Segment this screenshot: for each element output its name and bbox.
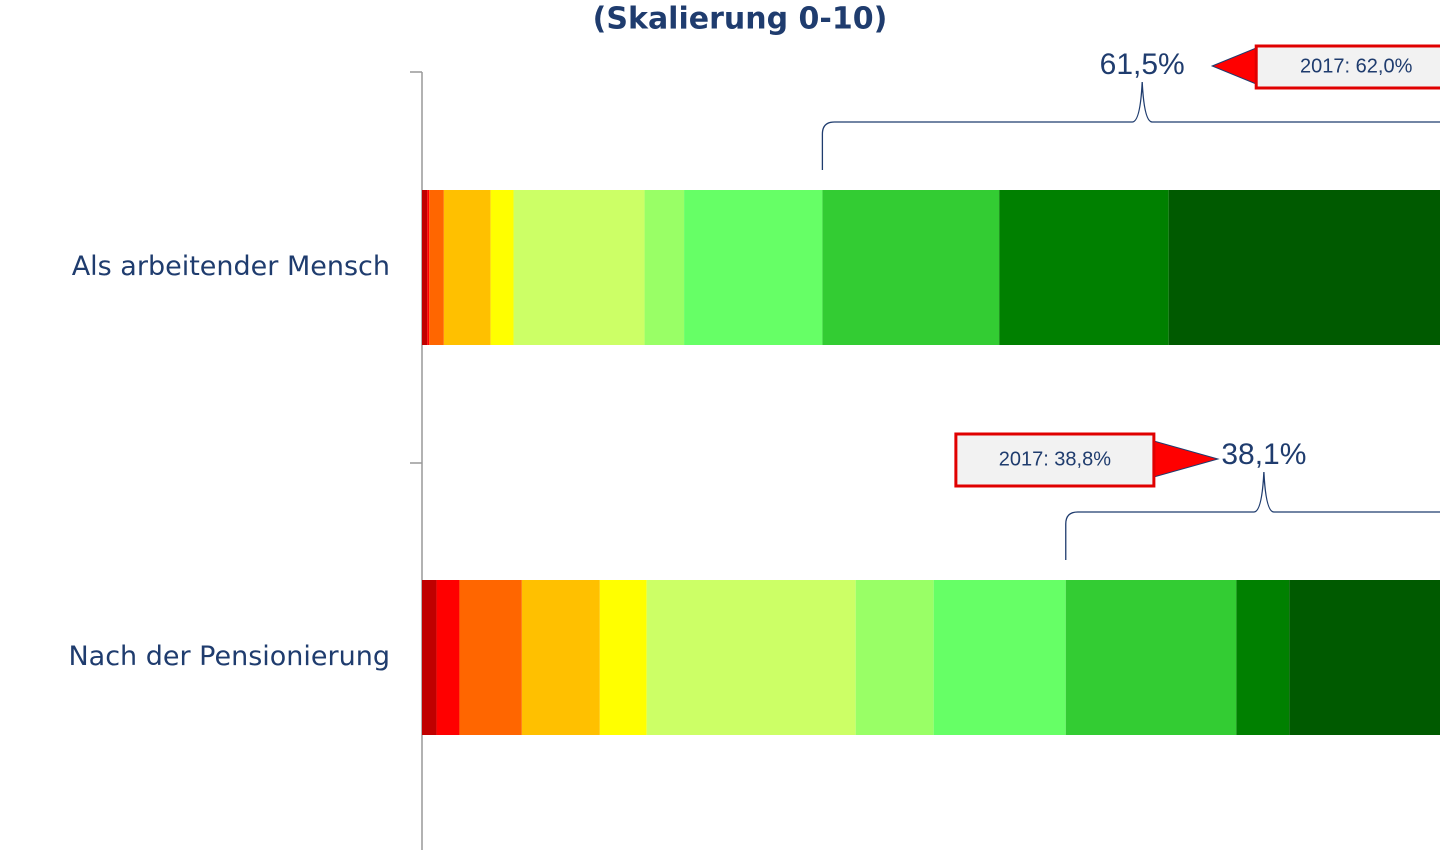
bar-segment — [459, 580, 522, 735]
bar-segment — [646, 580, 856, 735]
bar-segment — [644, 190, 685, 345]
bar-segment — [427, 190, 430, 345]
bar-segment — [1065, 580, 1237, 735]
bar-segment — [1289, 580, 1440, 735]
category-label: Als arbeitender Mensch — [72, 251, 390, 282]
category-label: Nach der Pensionierung — [68, 641, 390, 672]
bar-segment — [599, 580, 647, 735]
bracket — [821, 81, 1440, 170]
bar-segment — [855, 580, 934, 735]
bar-segment — [999, 190, 1169, 345]
previous-box — [1254, 44, 1440, 90]
arrow — [1153, 440, 1220, 478]
annotation-label: 61,5% — [1100, 48, 1185, 81]
bar-segment — [436, 580, 460, 735]
previous-label: 2017: 38,8% — [999, 448, 1112, 470]
bar-segment — [429, 190, 444, 345]
bar-segment — [443, 190, 491, 345]
bar-segment — [422, 580, 437, 735]
bar-segment — [684, 190, 823, 345]
bar-segment — [513, 190, 645, 345]
arrow — [1210, 47, 1257, 85]
bracket — [1065, 471, 1440, 560]
annotation-label: 38,1% — [1221, 438, 1306, 471]
previous-label: 2017: 62,0% — [1300, 55, 1413, 77]
bar-segment — [933, 580, 1066, 735]
bar-segment — [490, 190, 514, 345]
bar-segment — [1168, 190, 1440, 345]
chart-title: (Skalierung 0-10) — [593, 2, 888, 37]
bar-segment — [822, 190, 1000, 345]
previous-box — [954, 432, 1156, 488]
bar-segment — [422, 190, 428, 345]
bar-segment — [521, 580, 600, 735]
bar-segment — [1236, 580, 1290, 735]
